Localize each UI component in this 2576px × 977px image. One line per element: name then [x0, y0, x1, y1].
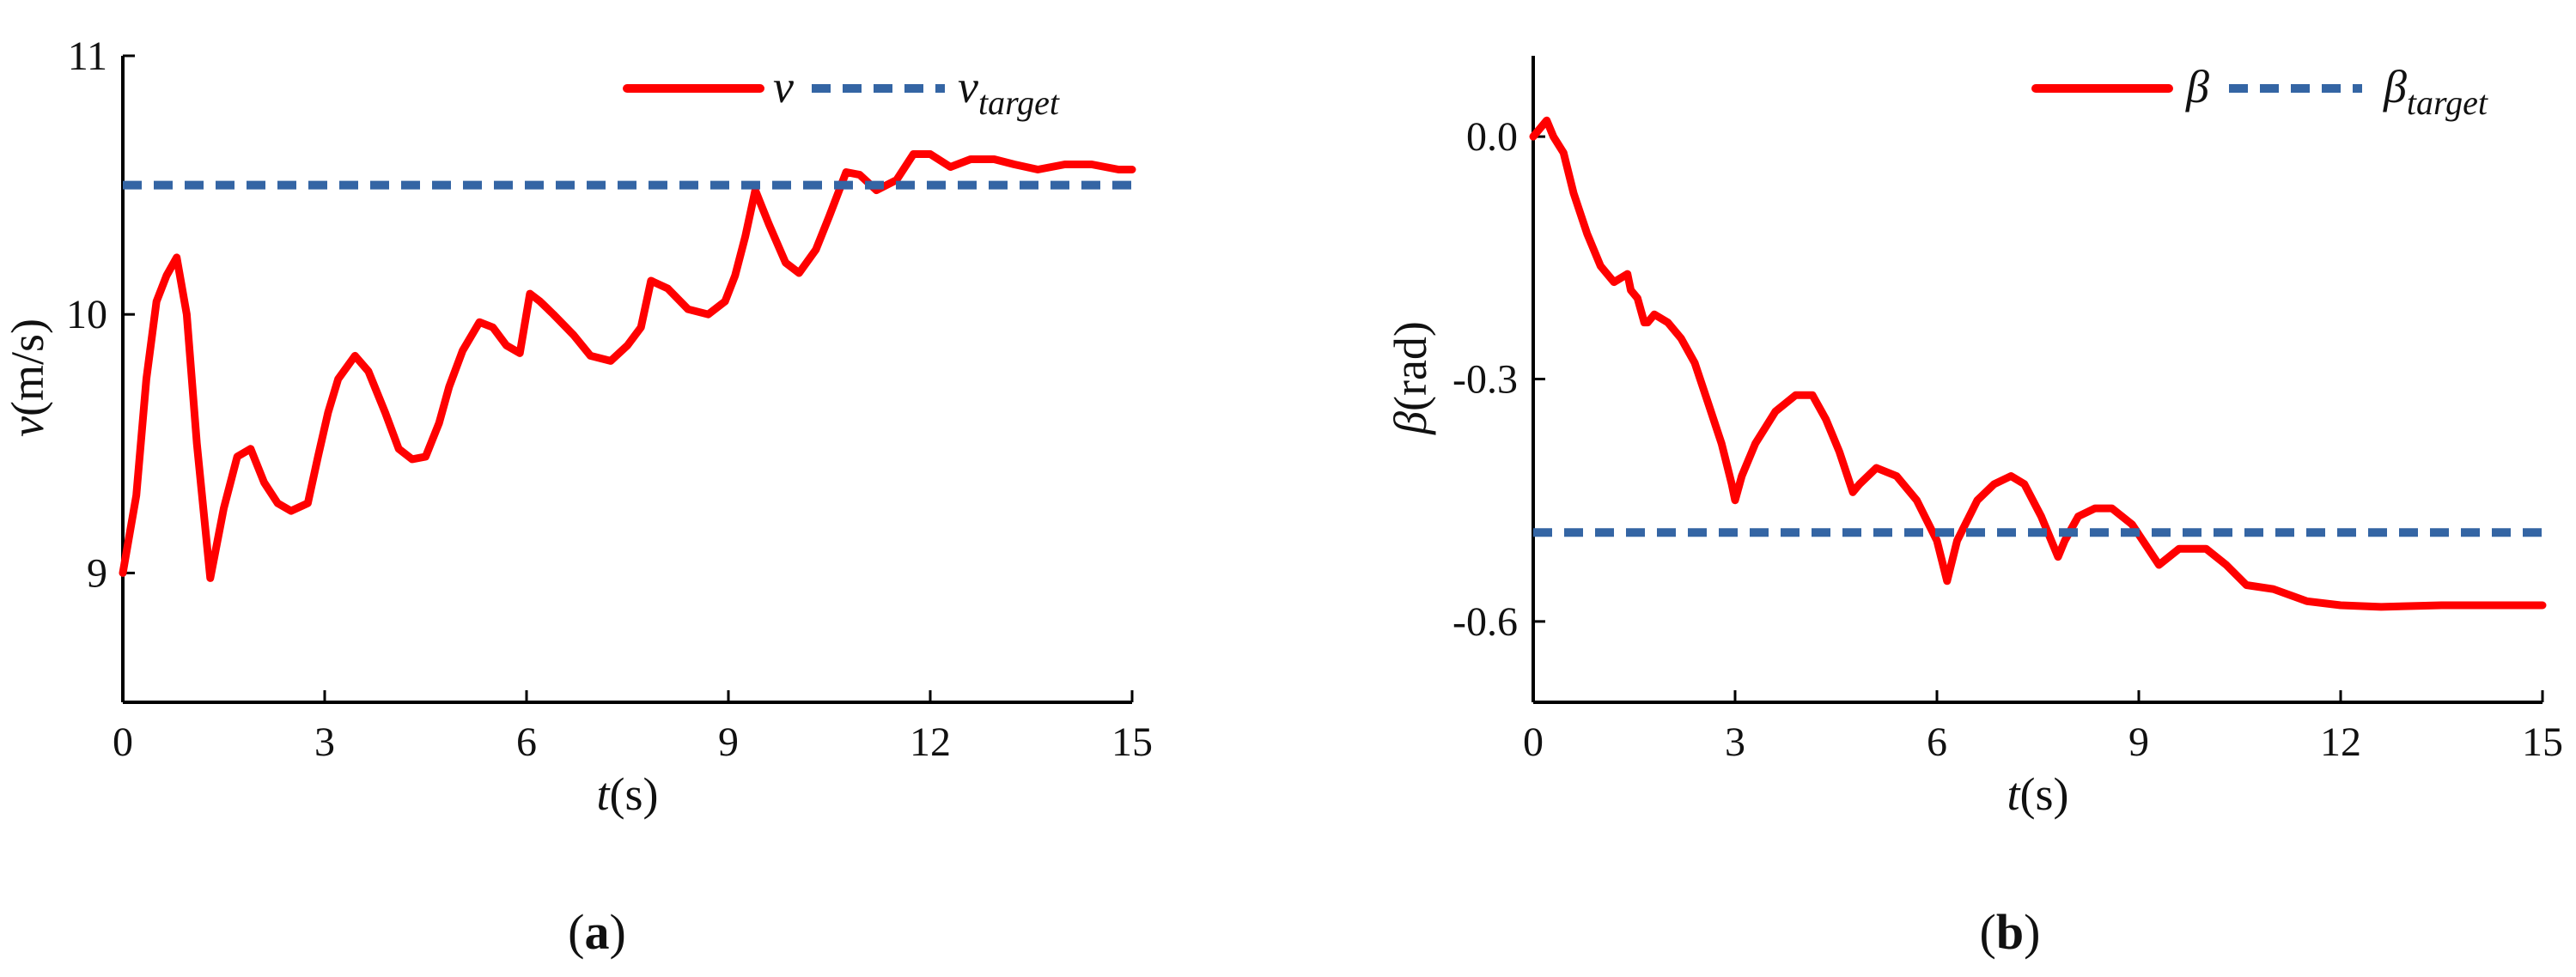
y-tick-label: 9 — [87, 550, 107, 596]
x-tick-label: 6 — [516, 719, 537, 765]
legend-label: βtarget — [2383, 61, 2488, 122]
chart-panel-b: 0 3 6 9 12 15 0.0 -0.3 -0.6 β βtarget t(s) β(rad) (b) — [1385, 56, 2563, 960]
x-tick-label: 9 — [718, 719, 739, 765]
y-tick-label: 0.0 — [1466, 114, 1518, 160]
chart-panel-a: 0 3 6 9 12 15 9 10 11 v vtarget t(s) v(m/s) (a) — [2, 33, 1153, 960]
y-tick-label: 11 — [68, 33, 107, 79]
x-tick-label: 15 — [1111, 719, 1153, 765]
x-tick-label: 0 — [1523, 719, 1544, 765]
x-tick-label: 6 — [1927, 719, 1947, 765]
y-tick-label: -0.3 — [1452, 357, 1518, 403]
y-axis-label: β(rad) — [1385, 321, 1436, 435]
legend-label: v — [773, 61, 794, 112]
x-axis-label: t(s) — [2007, 768, 2069, 820]
x-tick-label: 12 — [910, 719, 951, 765]
series-line-v — [119, 150, 1136, 582]
panel-caption: (b) — [1980, 904, 2041, 960]
legend: v vtarget — [623, 61, 1060, 122]
legend-label: β — [2185, 61, 2209, 112]
x-tick-label: 15 — [2522, 719, 2563, 765]
x-tick-label: 0 — [113, 719, 133, 765]
legend: β βtarget — [2031, 61, 2488, 122]
series-line-β — [1529, 116, 2547, 611]
x-tick-label: 12 — [2320, 719, 2361, 765]
y-tick-label: 10 — [66, 292, 107, 337]
panel-caption: (a) — [568, 904, 626, 960]
legend-label: vtarget — [958, 61, 1060, 122]
x-tick-label: 3 — [314, 719, 335, 765]
x-axis-label: t(s) — [597, 768, 659, 820]
x-tick-label: 3 — [1725, 719, 1745, 765]
y-axis-label: v(m/s) — [2, 319, 53, 437]
x-tick-label: 9 — [2128, 719, 2149, 765]
y-tick-label: -0.6 — [1452, 599, 1518, 645]
